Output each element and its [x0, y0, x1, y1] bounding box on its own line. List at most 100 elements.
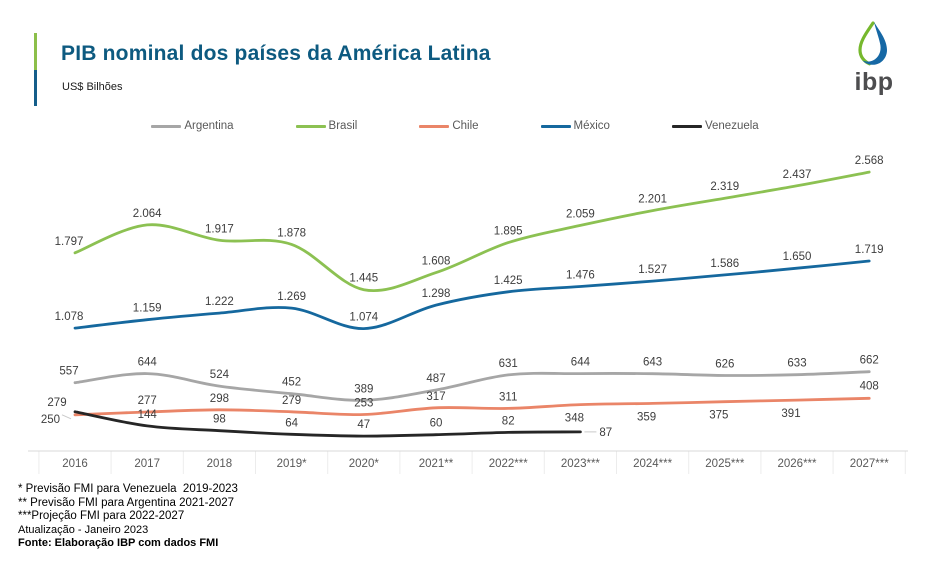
- ibp-logo-text: ibp: [854, 68, 894, 96]
- legend-item-venezuela[interactable]: Venezuela: [671, 120, 759, 132]
- data-label-mxico: 1.078: [55, 311, 84, 323]
- legend-swatch: [540, 124, 571, 128]
- data-label-argentina: 644: [138, 357, 158, 369]
- data-label-brasil: 2.201: [638, 194, 667, 206]
- data-label-argentina: 487: [426, 373, 445, 385]
- data-label-chile: 250: [41, 414, 60, 426]
- legend-label: Brasil: [328, 120, 358, 132]
- legend-item-argentina[interactable]: Argentina: [151, 120, 234, 132]
- data-label-brasil: 2.437: [783, 169, 812, 181]
- data-label-venezuela: 98: [213, 414, 226, 426]
- footnote-venezuela: * Previsão FMI para Venezuela 2019-2023: [18, 483, 238, 495]
- data-label-brasil: 1.445: [349, 273, 378, 285]
- x-axis-label: 2016: [62, 458, 88, 470]
- data-label-argentina: 662: [860, 355, 879, 367]
- data-label-chile: 277: [138, 395, 157, 407]
- data-label-venezuela: 64: [285, 417, 298, 429]
- data-label-brasil: 2.059: [566, 208, 595, 220]
- footnotes: * Previsão FMI para Venezuela 2019-2023 …: [18, 483, 238, 550]
- data-label-mxico: 1.159: [133, 303, 162, 315]
- legend-swatch: [671, 124, 702, 128]
- data-label-venezuela: 47: [357, 419, 370, 431]
- water-drop-icon: [858, 21, 887, 66]
- data-label-argentina: 631: [499, 358, 518, 370]
- data-label-brasil: 1.878: [277, 227, 306, 239]
- data-label-argentina: 557: [59, 366, 78, 378]
- data-label-mxico: 1.586: [710, 258, 739, 270]
- page-title: PIB nominal dos países da América Latina: [61, 42, 491, 65]
- data-label-brasil: 2.568: [855, 155, 884, 167]
- x-axis-label: 2023***: [561, 458, 601, 470]
- data-label-chile: 279: [282, 395, 301, 407]
- legend-item-mxico[interactable]: México: [540, 120, 610, 132]
- data-label-argentina: 633: [787, 358, 806, 370]
- data-label-mxico: 1.425: [494, 275, 523, 287]
- x-axis-label: 2022***: [489, 458, 529, 470]
- data-label-mxico: 1.650: [783, 251, 812, 263]
- legend-label: México: [573, 120, 610, 132]
- x-axis-label: 2019*: [277, 458, 308, 470]
- footnote-projecao: ***Projeção FMI para 2022-2027: [18, 510, 185, 522]
- x-axis-label: 2026***: [777, 458, 817, 470]
- legend-item-brasil[interactable]: Brasil: [295, 120, 358, 132]
- data-label-chile: 391: [781, 408, 800, 420]
- title-accent-bar: [34, 33, 37, 106]
- ibp-logo: ibp: [842, 20, 906, 96]
- data-label-argentina: 626: [715, 358, 734, 370]
- x-axis-label: 2025***: [705, 458, 745, 470]
- series-line-mxico: [73, 259, 871, 331]
- x-axis-label: 2017: [134, 458, 160, 470]
- data-label-argentina: 643: [643, 357, 662, 369]
- legend-swatch: [295, 124, 326, 128]
- data-label-mxico: 1.222: [205, 296, 234, 308]
- data-label-mxico: 1.476: [566, 269, 595, 281]
- x-axis-label: 2027***: [850, 458, 890, 470]
- data-label-brasil: 1.608: [422, 256, 451, 268]
- footnote-atualizacao: Atualização - Janeiro 2023: [18, 523, 149, 536]
- data-label-argentina: 389: [354, 383, 373, 395]
- legend-swatch: [151, 124, 182, 128]
- legend-label: Chile: [452, 120, 479, 132]
- x-axis-label: 2018: [207, 458, 233, 470]
- data-label-brasil: 1.895: [494, 226, 523, 238]
- chart-legend: Argentina Brasil Chile México Venezuela: [10, 120, 900, 132]
- data-label-chile: 375: [709, 410, 728, 422]
- data-label-chile: 408: [860, 380, 879, 392]
- data-label-mxico: 1.074: [349, 312, 378, 324]
- data-label-argentina: 524: [210, 369, 230, 381]
- series-line-brasil: [73, 170, 871, 293]
- data-label-mxico: 1.719: [855, 244, 884, 256]
- line-chart: 2016 2017 2018 2019* 2020* 2021** 2022*** 2023*…: [28, 155, 908, 474]
- data-label-chile: 298: [210, 393, 229, 405]
- data-label-chile: 359: [637, 411, 656, 423]
- data-label-chile: 348: [565, 413, 584, 425]
- data-label-brasil: 2.064: [133, 208, 162, 220]
- data-label-venezuela: 60: [430, 418, 443, 430]
- data-label-venezuela: 279: [47, 397, 66, 409]
- data-label-chile: 253: [354, 398, 373, 410]
- legend-label: Argentina: [184, 120, 234, 132]
- data-label-venezuela: 87: [599, 427, 612, 439]
- data-label-brasil: 2.319: [710, 181, 739, 193]
- legend-swatch: [419, 124, 450, 128]
- data-label-mxico: 1.527: [638, 264, 667, 276]
- series-line-chile: [73, 396, 871, 417]
- series-line-venezuela: [73, 410, 582, 438]
- data-label-argentina: 644: [571, 357, 591, 369]
- label-leader-line: [61, 414, 72, 420]
- data-label-argentina: 452: [282, 377, 301, 389]
- data-label-brasil: 1.917: [205, 223, 234, 235]
- footnote-source: Fonte: Elaboração IBP com dados FMI: [18, 536, 219, 549]
- data-label-venezuela: 82: [502, 415, 515, 427]
- x-axis-label: 2021**: [419, 458, 454, 470]
- data-label-chile: 317: [426, 391, 445, 403]
- series-line-argentina: [73, 370, 871, 402]
- data-label-mxico: 1.298: [422, 288, 451, 300]
- legend-item-chile[interactable]: Chile: [419, 120, 479, 132]
- data-label-chile: 311: [499, 391, 517, 403]
- data-label-venezuela: 144: [138, 409, 158, 421]
- accent-bar-blue: [34, 69, 37, 106]
- x-axis-label: 2020*: [349, 458, 380, 470]
- x-axis-label: 2024***: [633, 458, 673, 470]
